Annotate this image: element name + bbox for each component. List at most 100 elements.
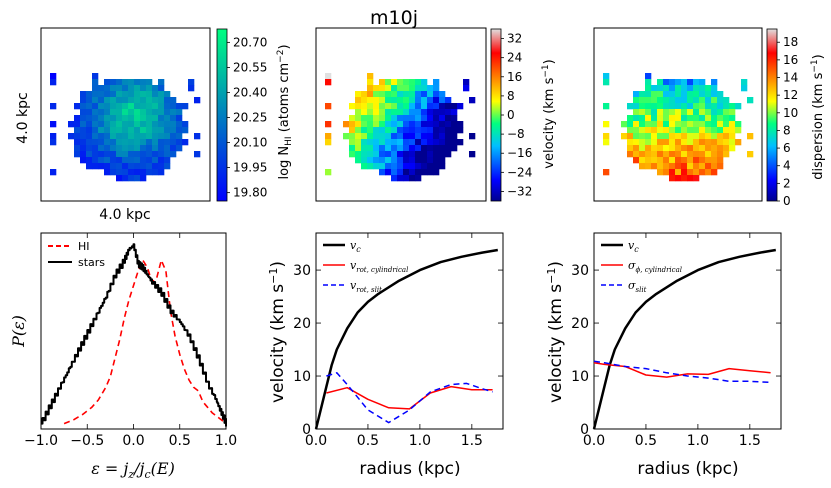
colorbar-tick-label: 8 — [507, 89, 515, 103]
map-pixel — [164, 163, 171, 170]
map-pixel — [397, 133, 404, 140]
map-pixel — [379, 109, 386, 116]
map-pixel — [128, 145, 135, 152]
map-pixel — [421, 109, 428, 116]
map-pixel — [645, 103, 652, 110]
colorbar-tick-label: 14 — [783, 71, 798, 85]
map-pixel — [421, 127, 428, 134]
map-pixel — [639, 151, 646, 158]
map-pixel — [379, 163, 386, 170]
dispersion-map-panel: 18 16 14 12 10 8 6 4 2 0 dispersion (km s−1) — [593, 27, 826, 208]
map-pixel — [367, 97, 374, 104]
map-pixel — [343, 121, 350, 128]
map-pixel — [681, 139, 688, 146]
map-pixel — [98, 91, 105, 98]
map-pixel — [391, 175, 398, 182]
map-pixel — [122, 157, 129, 164]
map-pixel — [367, 139, 374, 146]
map-pixel — [170, 133, 177, 140]
map-pixel — [343, 133, 350, 140]
map-pixel — [152, 157, 159, 164]
map-pixel — [403, 139, 410, 146]
map-pixel — [391, 109, 398, 116]
map-pixel — [86, 121, 93, 128]
map-pixel — [657, 121, 664, 128]
map-pixel — [373, 91, 380, 98]
figure-title: m10j — [370, 7, 418, 29]
map-pixel — [657, 103, 664, 110]
map-pixel — [140, 133, 147, 140]
map-pixel — [639, 139, 646, 146]
map-pixel — [445, 127, 452, 134]
map-pixel — [711, 163, 718, 170]
map-pixel — [158, 163, 165, 170]
map-pixel — [385, 151, 392, 158]
map-pixel — [397, 157, 404, 164]
map-pixel — [68, 121, 75, 128]
map-pixel — [146, 133, 153, 140]
map-pixel — [176, 145, 183, 152]
map-pixel — [110, 103, 117, 110]
map-pixel — [415, 109, 422, 116]
map-pixel — [705, 139, 712, 146]
map-pixel — [439, 151, 446, 158]
map-pixel — [603, 139, 610, 146]
x-tick-label: 0.5 — [635, 433, 657, 449]
map-pixel — [80, 115, 87, 122]
map-pixel — [669, 79, 676, 86]
series-line--slit — [593, 360, 771, 384]
map-pixel — [182, 103, 189, 110]
map-pixel — [391, 85, 398, 92]
dispersion-profile-ticks: 0.0 0.5 1.0 1.5 0 10 20 30 — [571, 233, 781, 449]
colorbar-tick-label: 24 — [507, 51, 522, 65]
map-pixel — [681, 85, 688, 92]
map-pixel — [116, 169, 123, 176]
map-pixel — [110, 169, 117, 176]
map-pixel — [693, 103, 700, 110]
map-pixel — [651, 121, 658, 128]
map-pixel — [86, 157, 93, 164]
map-pixel — [409, 115, 416, 122]
map-pixel — [146, 151, 153, 158]
map-pixel — [675, 115, 682, 122]
map-pixel — [603, 121, 610, 128]
map-pixel — [451, 121, 458, 128]
map-pixel — [687, 157, 694, 164]
map-pixel — [116, 163, 123, 170]
map-pixel — [86, 91, 93, 98]
velocity-map-panel: 32 24 16 8 0 −8 −16 −24 −32 velocity (km s−1) — [315, 27, 557, 202]
map-pixel — [687, 91, 694, 98]
map-pixel — [645, 97, 652, 104]
map-pixel — [427, 163, 434, 170]
map-pixel — [403, 103, 410, 110]
map-pixel — [681, 151, 688, 158]
map-pixel — [421, 139, 428, 146]
map-pixel — [415, 133, 422, 140]
map-pixel — [705, 151, 712, 158]
map-pixel — [675, 151, 682, 158]
hi-map-pixels — [50, 73, 201, 182]
map-pixel — [663, 79, 670, 86]
map-pixel — [427, 115, 434, 122]
map-pixel — [681, 97, 688, 104]
map-pixel — [439, 145, 446, 152]
velocity-colorbar-ticks: 32 24 16 8 0 −8 −16 −24 −32 — [501, 32, 532, 198]
map-pixel — [463, 85, 470, 92]
colorbar-tick-label: 6 — [783, 141, 791, 155]
map-pixel — [116, 127, 123, 134]
map-pixel — [325, 133, 332, 140]
map-pixel — [445, 97, 452, 104]
map-pixel — [122, 109, 129, 116]
map-pixel — [373, 157, 380, 164]
map-pixel — [421, 163, 428, 170]
map-pixel — [415, 145, 422, 152]
map-pixel — [92, 103, 99, 110]
circularity-series — [41, 243, 227, 427]
map-pixel — [379, 169, 386, 176]
map-pixel — [355, 121, 362, 128]
map-pixel — [379, 85, 386, 92]
map-pixel — [164, 115, 171, 122]
map-pixel — [397, 109, 404, 116]
map-pixel — [98, 115, 105, 122]
map-pixel — [409, 139, 416, 146]
